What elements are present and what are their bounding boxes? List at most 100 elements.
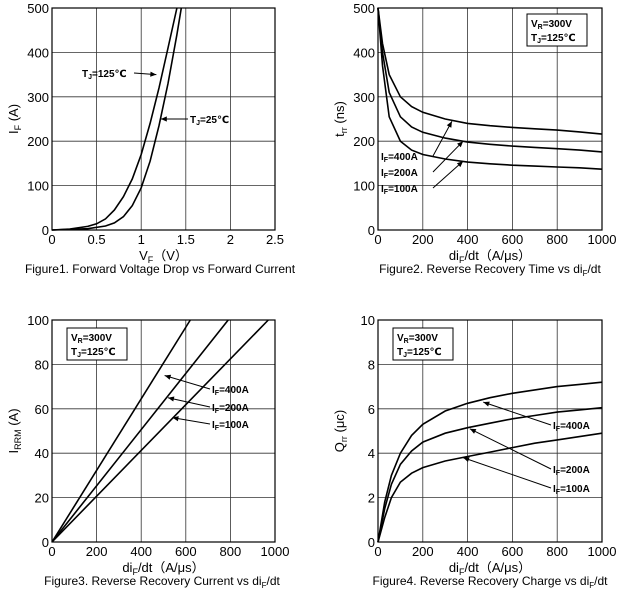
fig2-y-tick-label: 400 [353,45,375,60]
fig2-leader-arrowhead [457,141,464,148]
fig1-y-tick-label: 100 [27,179,49,194]
fig4-chart: 0 200 400 600 800 1000 0 2 4 6 8 10 diF/dt（A/μs） Qrr … [332,313,616,590]
fig2-curve-label: IF=200A [381,168,418,180]
fig3-curve-label: IF=200A [212,403,249,415]
fig3-x-tick-label: 200 [86,544,108,559]
fig1-series-line [51,7,178,231]
fig3-plot-frame [51,319,276,543]
fig4-x-tick-label: 800 [546,544,568,559]
fig1-caption: Figure1. Forward Voltage Drop vs Forward… [25,262,296,276]
fig1-y-tick-label: 200 [27,134,49,149]
fig2-x-tick-label: 400 [457,232,479,247]
fig2-curve-label: IF=400A [381,152,418,164]
fig2-y-tick-label: 0 [368,223,375,238]
fig3-y-tick-label: 100 [27,313,49,328]
fig4-y-axis-label: Qrr (μc) [332,410,349,452]
fig3-curve-label: IF=400A [212,385,249,397]
fig1-curve-label: TJ=125℃ [82,69,127,81]
fig2-curve-label: IF=100A [381,184,418,196]
fig1-x-tick-label: 1 [138,232,145,247]
fig2-condition-text: TJ=125℃ [531,33,576,45]
fig4-series-line [377,406,603,543]
fig3-leader-line [167,397,211,408]
fig3-series-line [51,319,229,543]
fig3-x-tick-label: 600 [175,544,197,559]
fig2-y-tick-label: 200 [353,134,375,149]
fig4-condition-text: VR=300V [397,333,438,345]
fig3-series-line [51,319,269,543]
fig2-caption: Figure2. Reverse Recovery Time vs diF/dt [379,262,601,278]
fig4-y-tick-label: 2 [368,491,375,506]
fig2-x-tick-label: 1000 [588,232,617,247]
fig4-x-tick-label: 200 [412,544,434,559]
fig4-curve-label: IF=100A [553,484,590,496]
fig4-x-tick-label: 400 [457,544,479,559]
fig4-y-tick-label: 10 [361,313,375,328]
fig3-x-axis-label: diF/dt（A/μs） [122,560,204,577]
fig4-x-tick-label: 0 [374,544,381,559]
fig2-leader-arrowhead [456,161,464,168]
fig4-conditions-box [392,327,454,361]
fig2-y-tick-label: 300 [353,90,375,105]
fig4-caption: Figure4. Reverse Recovery Charge vs diF/… [373,574,609,590]
fig4-x-axis-label: diF/dt（A/μs） [449,560,531,577]
fig1-y-axis-label: IF (A) [6,104,23,134]
fig2-leader-arrowhead [446,121,452,128]
fig4-leader-arrowhead [463,457,470,463]
fig1-chart: 0 0.5 1 1.5 2 2.5 0 100 200 300 400 500 VF（V） IF (A) F… [6,1,296,276]
fig4-leader-line [483,401,552,426]
fig3-leader-arrowhead [164,374,172,380]
fig2-chart: 0 200 400 600 800 1000 0 100 200 300 400 500 diF/dt（… [332,1,616,278]
fig2-y-tick-label: 100 [353,179,375,194]
fig3-curve-label: IF=100A [212,420,249,432]
fig1-curve-label: TJ=25℃ [190,115,229,127]
fig4-y-tick-label: 8 [368,357,375,372]
fig4-leader-arrowhead [469,428,477,434]
fig3-y-tick-label: 80 [35,357,49,372]
fig1-plot-frame [51,7,276,231]
fig2-series-line [377,7,603,153]
fig1-leader-arrowhead [160,116,167,122]
fig3-x-tick-label: 1000 [261,544,290,559]
fig4-plot-frame [377,319,603,543]
fig2-x-tick-label: 800 [546,232,568,247]
fig2-leader-line [432,160,464,189]
fig4-curve-label: IF=200A [553,465,590,477]
fig2-y-tick-label: 500 [353,1,375,16]
fig1-y-tick-label: 300 [27,90,49,105]
fig2-y-axis-label: trr (ns) [332,101,349,137]
fig3-x-tick-label: 400 [130,544,152,559]
fig4-leader-arrowhead [483,401,490,407]
fig2-series-line [377,7,603,170]
fig4-series-line [377,432,603,543]
fig2-conditions-box [526,13,588,47]
fig1-x-tick-label: 2.5 [266,232,284,247]
fig1-y-tick-label: 0 [42,223,49,238]
fig3-x-tick-label: 800 [220,544,242,559]
fig3-y-tick-label: 0 [42,535,49,550]
fig1-leader-arrowhead [150,71,157,77]
fig4-condition-text: TJ=125℃ [397,347,442,359]
fig4-curve-label: IF=400A [553,421,590,433]
fig3-conditions-box [66,327,128,361]
fig3-x-tick-label: 0 [48,544,55,559]
fig2-condition-text: VR=300V [531,19,572,31]
fig3-leader-line [164,375,211,390]
fig1-x-tick-label: 0 [48,232,55,247]
fig1-series-line [51,7,183,231]
fig3-leader-arrowhead [167,396,175,402]
fig2-x-axis-label: diF/dt（A/μs） [449,248,531,265]
fig4-y-tick-label: 0 [368,535,375,550]
fig1-x-axis-label: VF（V） [139,248,188,265]
fig1-y-tick-label: 400 [27,45,49,60]
fig1-y-tick-label: 500 [27,1,49,16]
fig3-y-axis-label: IRRM (A) [6,408,23,453]
fig4-y-tick-label: 4 [368,446,375,461]
fig4-x-tick-label: 600 [502,544,524,559]
fig3-series-line [51,319,191,543]
fig3-caption: Figure3. Reverse Recovery Current vs diF… [44,574,280,590]
fig3-y-tick-label: 60 [35,402,49,417]
fig2-series-line [377,7,603,135]
fig4-y-tick-label: 6 [368,402,375,417]
